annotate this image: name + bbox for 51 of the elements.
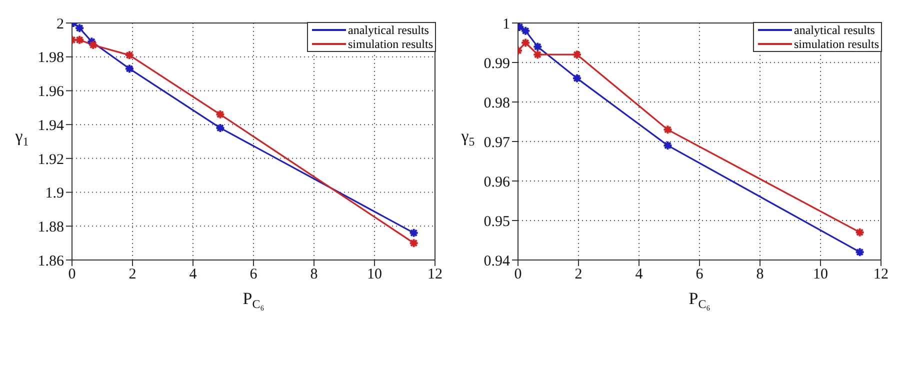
y-tick-label: 0.94 — [484, 253, 510, 270]
x-tick-label: 8 — [756, 266, 764, 283]
point — [520, 38, 531, 48]
x-tick-label: 0 — [514, 266, 522, 283]
x-tick-label: 6 — [696, 266, 704, 283]
legend-label: simulation results — [348, 37, 433, 51]
y-tick-label: 1.92 — [38, 152, 64, 168]
y-tick-label: 1 — [502, 16, 510, 32]
point — [572, 73, 582, 84]
y-tick-label: 1.9 — [45, 186, 64, 202]
y-tick-label: 0.99 — [484, 56, 510, 72]
x-tick-label: 4 — [189, 266, 198, 283]
x-tick-label: 2 — [128, 266, 136, 283]
point — [88, 40, 98, 50]
x-tick-label: 8 — [310, 266, 318, 283]
point — [124, 64, 134, 74]
y-axis-title: γ$_{1}$ — [14, 126, 29, 148]
point — [572, 50, 582, 60]
y-tick-label: 1.98 — [38, 50, 64, 66]
point — [520, 26, 531, 36]
point — [532, 50, 543, 60]
legend-label: analytical results — [348, 23, 429, 37]
y-tick-label: 0.95 — [484, 214, 510, 230]
x-tick-label: 10 — [813, 266, 828, 283]
x-axis-title: P$_{C₆}$ — [688, 289, 710, 311]
y-tick-label: 0.96 — [484, 174, 510, 190]
point — [662, 140, 673, 150]
y-tick-label: 1.86 — [38, 253, 64, 270]
y-tick-label: 1.94 — [38, 118, 64, 134]
point — [662, 124, 673, 135]
x-tick-label: 12 — [428, 266, 442, 283]
x-tick-label: 4 — [635, 266, 644, 283]
x-tick-label: 2 — [574, 266, 582, 283]
point — [74, 23, 85, 34]
point — [215, 109, 226, 120]
y-tick-label: 2 — [56, 16, 64, 32]
y-axis-title: γ$_{5}$ — [460, 126, 475, 148]
point — [215, 122, 226, 133]
legend-label: simulation results — [794, 37, 879, 51]
x-tick-label: 0 — [68, 266, 76, 283]
legend-label: analytical results — [794, 23, 875, 37]
x-tick-label: 12 — [874, 266, 888, 283]
y-tick-label: 0.97 — [484, 134, 510, 151]
x-tick-label: 6 — [250, 266, 258, 283]
y-tick-label: 1.88 — [38, 219, 64, 236]
y-tick-label: 0.98 — [484, 95, 510, 112]
y-tick-label: 1.96 — [38, 84, 64, 100]
x-tick-label: 10 — [367, 266, 382, 283]
point — [532, 42, 543, 52]
point — [124, 50, 134, 60]
x-axis-title: P$_{C₆}$ — [242, 289, 264, 311]
